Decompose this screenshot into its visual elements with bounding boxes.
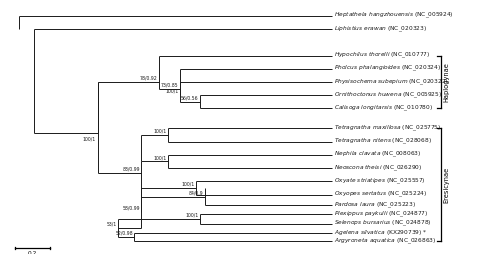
- Text: $\it{Tetragnatha}$ $\it{maxillosa}$ (NC_025775): $\it{Tetragnatha}$ $\it{maxillosa}$ (NC_…: [334, 124, 442, 133]
- Text: $\it{Pardosa}$ $\it{laura}$ (NC_025223): $\it{Pardosa}$ $\it{laura}$ (NC_025223): [334, 200, 416, 210]
- Text: $\it{Liphistius}$ $\it{erawan}$ (NC_020323): $\it{Liphistius}$ $\it{erawan}$ (NC_0203…: [334, 24, 428, 34]
- Text: $\it{Oxyate}$ $\it{striatipes}$ (NC_025557): $\it{Oxyate}$ $\it{striatipes}$ (NC_0255…: [334, 177, 426, 186]
- Text: $\it{Ornithoctonus}$ $\it{huwena}$ (NC_005925): $\it{Ornithoctonus}$ $\it{huwena}$ (NC_0…: [334, 90, 442, 100]
- Text: 100/1: 100/1: [186, 213, 198, 218]
- Text: 58/0.99: 58/0.99: [122, 206, 140, 211]
- Text: 0.2: 0.2: [28, 251, 38, 254]
- Text: $\it{Heptathela}$ $\it{hangzhouensis}$ (NC_005924): $\it{Heptathela}$ $\it{hangzhouensis}$ (…: [334, 11, 454, 21]
- Text: Haplogynae: Haplogynae: [444, 62, 450, 102]
- Text: $\it{Selenops}$ $\it{bursarius}$ (NC_024878): $\it{Selenops}$ $\it{bursarius}$ (NC_024…: [334, 219, 432, 228]
- Text: $\it{Nephila}$ $\it{clavata}$ (NC_008063): $\it{Nephila}$ $\it{clavata}$ (NC_008063…: [334, 150, 422, 160]
- Text: 73/0.85: 73/0.85: [160, 82, 178, 87]
- Text: 100/1: 100/1: [154, 129, 167, 134]
- Text: 53/1: 53/1: [107, 221, 117, 226]
- Text: 100/1: 100/1: [154, 155, 167, 160]
- Text: 83/0.99: 83/0.99: [122, 166, 140, 171]
- Text: Eresicynae: Eresicynae: [444, 166, 450, 203]
- Text: $\it{Argyroneta}$ $\it{aquatica}$ (NC_026863): $\it{Argyroneta}$ $\it{aquatica}$ (NC_02…: [334, 236, 436, 246]
- Text: 100/1: 100/1: [82, 137, 96, 141]
- Text: 52/0.98: 52/0.98: [116, 231, 133, 236]
- Text: $\it{Physisochema}$ $\it{subepium}$ (NC_020322): $\it{Physisochema}$ $\it{subepium}$ (NC_…: [334, 77, 449, 87]
- Text: 78/0.92: 78/0.92: [140, 76, 158, 81]
- Text: $\it{Neoscona}$ $\it{theisi}$ (NC_026290): $\it{Neoscona}$ $\it{theisi}$ (NC_026290…: [334, 163, 422, 173]
- Text: $\it{Tetragnatha}$ $\it{nitens}$ (NC_028068): $\it{Tetragnatha}$ $\it{nitens}$ (NC_028…: [334, 137, 432, 146]
- Text: $\it{Plexippus}$ $\it{paykulli}$ (NC_024877): $\it{Plexippus}$ $\it{paykulli}$ (NC_024…: [334, 210, 429, 219]
- Text: 100/1: 100/1: [181, 182, 194, 187]
- Text: 84/0.9: 84/0.9: [188, 190, 204, 196]
- Text: 100/1: 100/1: [165, 89, 178, 94]
- Text: $\it{Calisoga}$ $\it{longitarsis}$ (NC_010780): $\it{Calisoga}$ $\it{longitarsis}$ (NC_0…: [334, 104, 434, 113]
- Text: $\it{Pholcus}$ $\it{phalangioides}$ (NC_020324): $\it{Pholcus}$ $\it{phalangioides}$ (NC_…: [334, 64, 442, 73]
- Text: $\it{Oxyopes}$ $\it{sertatus}$ (NC_025224): $\it{Oxyopes}$ $\it{sertatus}$ (NC_02522…: [334, 190, 428, 199]
- Text: $\it{Agelena}$ $\it{silvatica}$ (KX290739) *: $\it{Agelena}$ $\it{silvatica}$ (KX29073…: [334, 228, 428, 237]
- Text: 56/0.56: 56/0.56: [181, 96, 198, 101]
- Text: $\it{Hypochilus}$ $\it{thorelli}$ (NC_010777): $\it{Hypochilus}$ $\it{thorelli}$ (NC_01…: [334, 51, 430, 60]
